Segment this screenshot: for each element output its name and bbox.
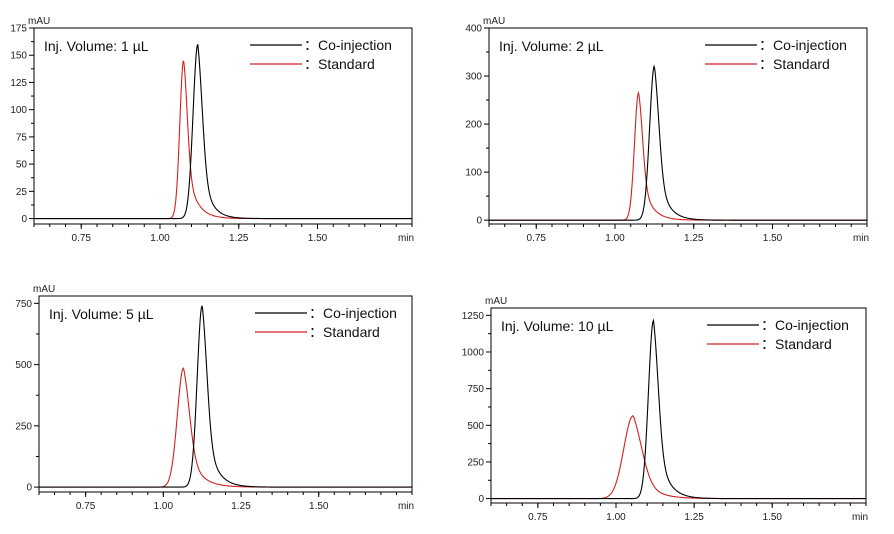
x-tick-label: 1.25 [231, 501, 251, 512]
y-tick-label: 150 [10, 51, 27, 62]
y-tick-label: 0 [21, 214, 27, 225]
y-tick-label: 75 [16, 132, 28, 143]
y-tick-label: 200 [465, 120, 482, 131]
y-axis-unit: mAU [33, 284, 55, 295]
x-tick-label: 1.25 [684, 233, 704, 244]
y-tick-label: 0 [478, 494, 484, 505]
x-tick-label: 1.00 [605, 233, 625, 244]
y-tick-label: 100 [10, 105, 27, 116]
x-tick-label: 1.25 [229, 233, 249, 244]
standard-trace [489, 90, 867, 221]
x-tick-label: 0.75 [528, 512, 548, 523]
standard-trace [491, 415, 866, 500]
x-tick-label: 0.75 [76, 501, 96, 512]
injection-volume-label: Inj. Volume: 10 µL [501, 318, 614, 334]
y-tick-label: 175 [10, 24, 27, 35]
injection-volume-label: Inj. Volume: 5 µL [49, 306, 154, 322]
y-tick-label: 50 [16, 160, 28, 171]
y-tick-label: 0 [26, 483, 32, 494]
y-tick-label: 1250 [462, 311, 485, 322]
injection-volume-label: Inj. Volume: 1 µL [44, 38, 149, 54]
y-tick-label: 500 [15, 360, 32, 371]
legend-entry: ：Standard [304, 56, 375, 72]
x-tick-label: 0.75 [72, 233, 92, 244]
legend-entry: ：Standard [309, 324, 380, 340]
x-tick-label: 1.00 [150, 233, 170, 244]
injection-volume-label: Inj. Volume: 2 µL [499, 38, 604, 54]
standard-trace [34, 60, 412, 220]
x-axis-unit: min [852, 512, 868, 523]
y-tick-label: 750 [467, 384, 484, 395]
y-tick-label: 250 [467, 457, 484, 468]
legend-entry: ：Co-injection [759, 37, 847, 53]
chart-panel-3: mAU 0 250 500 750 0.75 1.00 1.25 1.50 min Inj. Vol… [15, 284, 414, 512]
x-tick-label: 1.00 [154, 501, 174, 512]
chart-panel-1: mAU 0 25 50 75 100 125 150 175 0.75 1.00 1.25 1.50 mi… [10, 16, 414, 244]
legend-entry: ：Co-injection [304, 37, 392, 53]
y-tick-label: 0 [476, 216, 482, 227]
y-axis-unit: mAU [28, 16, 50, 27]
co-injection-trace [39, 305, 412, 488]
y-tick-label: 400 [465, 24, 482, 35]
y-tick-label: 1000 [462, 347, 485, 358]
co-injection-trace [34, 44, 412, 220]
y-tick-label: 125 [10, 78, 27, 89]
x-tick-label: 1.50 [309, 501, 329, 512]
x-tick-label: 0.75 [527, 233, 547, 244]
chart-panel-2: mAU 0 100 200 300 400 0.75 1.00 1.25 1.50 min Inj. … [465, 16, 869, 244]
x-tick-label: 1.50 [308, 233, 328, 244]
chart-panel-4: mAU 0 250 500 750 1000 1250 0.75 1.00 1.25 1.50 min… [462, 296, 868, 523]
x-axis-unit: min [853, 233, 869, 244]
x-tick-label: 1.50 [763, 512, 783, 523]
legend-entry: ：Co-injection [761, 317, 849, 333]
co-injection-trace [491, 318, 866, 500]
legend-entry: ：Co-injection [309, 305, 397, 321]
y-tick-label: 25 [16, 187, 28, 198]
x-axis-unit: min [398, 233, 414, 244]
x-tick-label: 1.50 [763, 233, 783, 244]
y-axis-unit: mAU [485, 296, 507, 307]
legend-entry: ：Standard [759, 56, 830, 72]
standard-trace [39, 367, 412, 488]
y-tick-label: 100 [465, 168, 482, 179]
co-injection-trace [489, 64, 867, 221]
legend-entry: ：Standard [761, 336, 832, 352]
y-tick-label: 250 [15, 421, 32, 432]
y-tick-label: 500 [467, 421, 484, 432]
y-tick-label: 750 [15, 299, 32, 310]
x-axis-unit: min [398, 501, 414, 512]
x-tick-label: 1.25 [684, 512, 704, 523]
y-axis-unit: mAU [483, 16, 505, 27]
y-tick-label: 300 [465, 72, 482, 83]
x-tick-label: 1.00 [606, 512, 626, 523]
